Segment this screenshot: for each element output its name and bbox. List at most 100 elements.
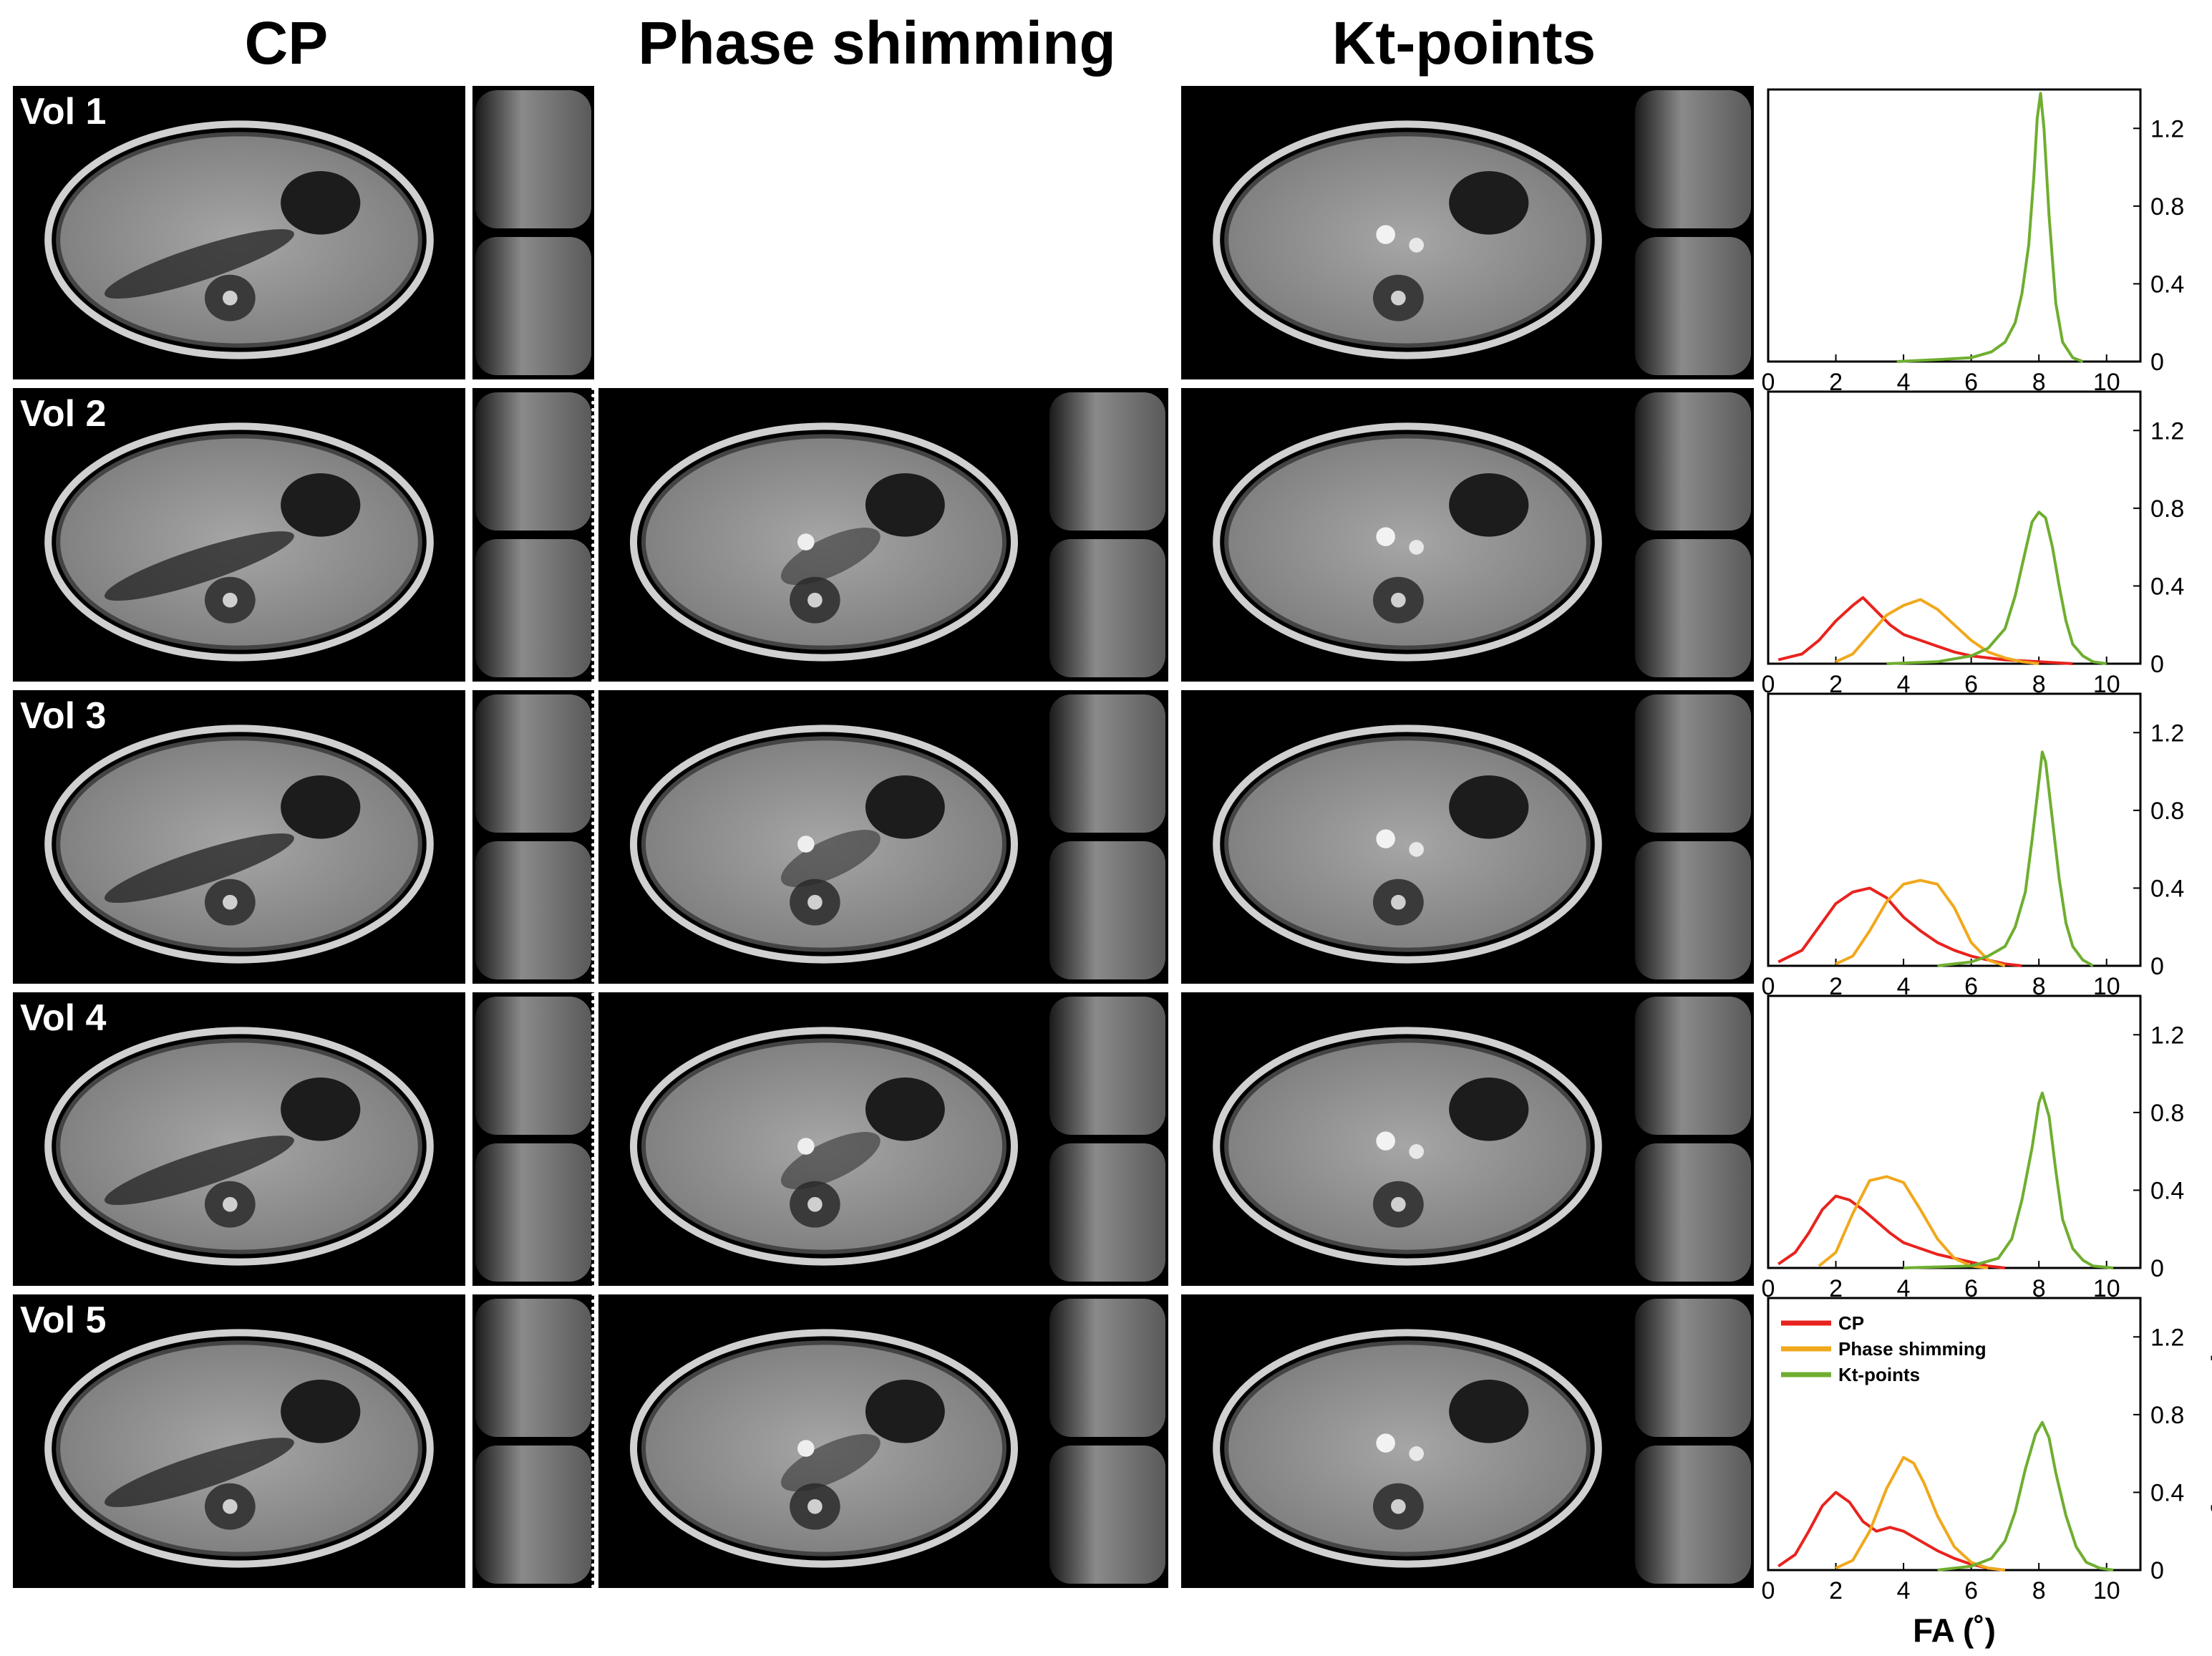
- y-tick-label: 0.4: [2150, 1177, 2184, 1204]
- x-tick-label: 6: [1964, 369, 1978, 396]
- x-tick-label: 0: [1762, 369, 1775, 396]
- mri-axial-image: [598, 388, 1049, 682]
- x-tick-label: 2: [1829, 1577, 1843, 1604]
- x-tick-label: 0: [1762, 1275, 1775, 1302]
- y-tick-label: 0.8: [2150, 1100, 2184, 1127]
- series-line-phase-shimming: [1835, 1456, 2006, 1572]
- y-tick-label: 0.4: [2150, 875, 2184, 902]
- column-divider: [591, 387, 595, 1597]
- y-tick-label: 0: [2150, 1255, 2164, 1282]
- x-tick-label: 8: [2032, 1275, 2046, 1302]
- chart-frame: [1767, 88, 2142, 363]
- y-tick-label: 1.2: [2150, 1022, 2184, 1049]
- mri-axial-image: [13, 86, 465, 379]
- x-tick-label: 4: [1897, 973, 1911, 1000]
- x-tick-label: 6: [1964, 973, 1978, 1000]
- mri-axial-image: [13, 1294, 465, 1588]
- x-tick-label: 4: [1897, 1275, 1911, 1302]
- mri-side-views: [472, 992, 594, 1286]
- column-divider: [1171, 387, 1175, 1597]
- column-title-kt-points: Kt-points: [1331, 9, 1596, 77]
- mri-axial-image: [13, 388, 465, 682]
- chart-frame: [1767, 390, 2142, 665]
- y-tick-label: 0: [2150, 349, 2164, 376]
- mri-side-views: [1632, 86, 1754, 379]
- series-line-cp: [1777, 1194, 2006, 1269]
- mri-side-views: [472, 1294, 594, 1588]
- series-line-kt-points: [1896, 92, 2084, 363]
- mri-axial-image: [1181, 86, 1634, 379]
- mri-axial-image: [1181, 1294, 1634, 1588]
- y-tick-label: 1.2: [2150, 720, 2184, 747]
- chart-frame: [1767, 1297, 2142, 1572]
- y-tick-label: 0: [2150, 651, 2164, 678]
- volume-label: Vol 4: [20, 997, 107, 1039]
- mri-axial-image: [1181, 690, 1634, 984]
- mri-side-views: [472, 388, 594, 682]
- mri-side-views: [472, 86, 594, 379]
- y-axis-title: FA probability: [2211, 1304, 2212, 1522]
- x-tick-label: 2: [1829, 1275, 1843, 1302]
- series-line-kt-points: [1903, 1091, 2114, 1269]
- x-tick-label: 8: [2032, 369, 2046, 396]
- mri-axial-image: [598, 992, 1049, 1286]
- y-tick-label: 1.2: [2150, 417, 2184, 445]
- mri-axial-image: [13, 992, 465, 1286]
- volume-label: Vol 3: [20, 695, 107, 737]
- y-tick-label: 0.4: [2150, 271, 2184, 298]
- y-tick-label: 0: [2150, 1557, 2164, 1584]
- y-tick-label: 0: [2150, 953, 2164, 980]
- mri-side-views: [1632, 388, 1754, 682]
- mri-axial-image: [13, 690, 465, 984]
- x-tick-label: 10: [2093, 1577, 2120, 1604]
- x-tick-label: 2: [1829, 973, 1843, 1000]
- y-tick-label: 0.8: [2150, 798, 2184, 825]
- mri-side-views: [1047, 992, 1168, 1286]
- legend-label: Kt-points: [1838, 1364, 1920, 1385]
- volume-label: Vol 2: [20, 393, 107, 435]
- legend-label: CP: [1838, 1312, 1864, 1334]
- y-tick-label: 0.8: [2150, 193, 2184, 221]
- y-tick-label: 0.8: [2150, 1402, 2184, 1429]
- mri-side-views: [1632, 1294, 1754, 1588]
- x-tick-label: 0: [1762, 973, 1775, 1000]
- x-tick-label: 8: [2032, 973, 2046, 1000]
- column-title-cp: CP: [244, 9, 329, 77]
- mri-side-views: [1047, 690, 1168, 984]
- series-line-phase-shimming: [1835, 878, 2006, 967]
- series-line-kt-points: [1886, 510, 2107, 665]
- x-tick-label: 4: [1897, 671, 1911, 698]
- mri-side-views: [1632, 690, 1754, 984]
- chart-frame: [1767, 994, 2142, 1269]
- volume-label: Vol 5: [20, 1299, 107, 1341]
- mri-axial-image: [1181, 992, 1634, 1286]
- x-tick-label: 2: [1829, 671, 1843, 698]
- y-tick-label: 0.4: [2150, 1479, 2184, 1506]
- x-tick-label: 8: [2032, 671, 2046, 698]
- x-tick-label: 6: [1964, 1275, 1978, 1302]
- x-tick-label: 2: [1829, 369, 1843, 396]
- chart-frame: [1767, 692, 2142, 967]
- series-line-kt-points: [1937, 750, 2094, 967]
- mri-side-views: [1047, 388, 1168, 682]
- x-tick-label: 6: [1964, 671, 1978, 698]
- x-tick-label: 0: [1762, 1577, 1775, 1604]
- series-line-cp: [1777, 1491, 2006, 1572]
- mri-axial-image: [1181, 388, 1634, 682]
- series-line-cp: [1777, 596, 2073, 665]
- x-tick-label: 6: [1964, 1577, 1978, 1604]
- y-tick-label: 1.2: [2150, 115, 2184, 142]
- volume-label: Vol 1: [20, 91, 107, 132]
- x-axis-title: FA (˚): [1913, 1612, 1996, 1649]
- x-tick-label: 4: [1897, 1577, 1911, 1604]
- x-tick-label: 4: [1897, 369, 1911, 396]
- x-tick-label: 8: [2032, 1577, 2046, 1604]
- series-line-kt-points: [1937, 1420, 2114, 1572]
- mri-side-views: [472, 690, 594, 984]
- mri-side-views: [1632, 992, 1754, 1286]
- y-tick-label: 1.2: [2150, 1324, 2184, 1351]
- y-tick-label: 0.8: [2150, 495, 2184, 523]
- column-title-phase-shimming: Phase shimming: [638, 9, 1116, 77]
- mri-axial-image: [598, 690, 1049, 984]
